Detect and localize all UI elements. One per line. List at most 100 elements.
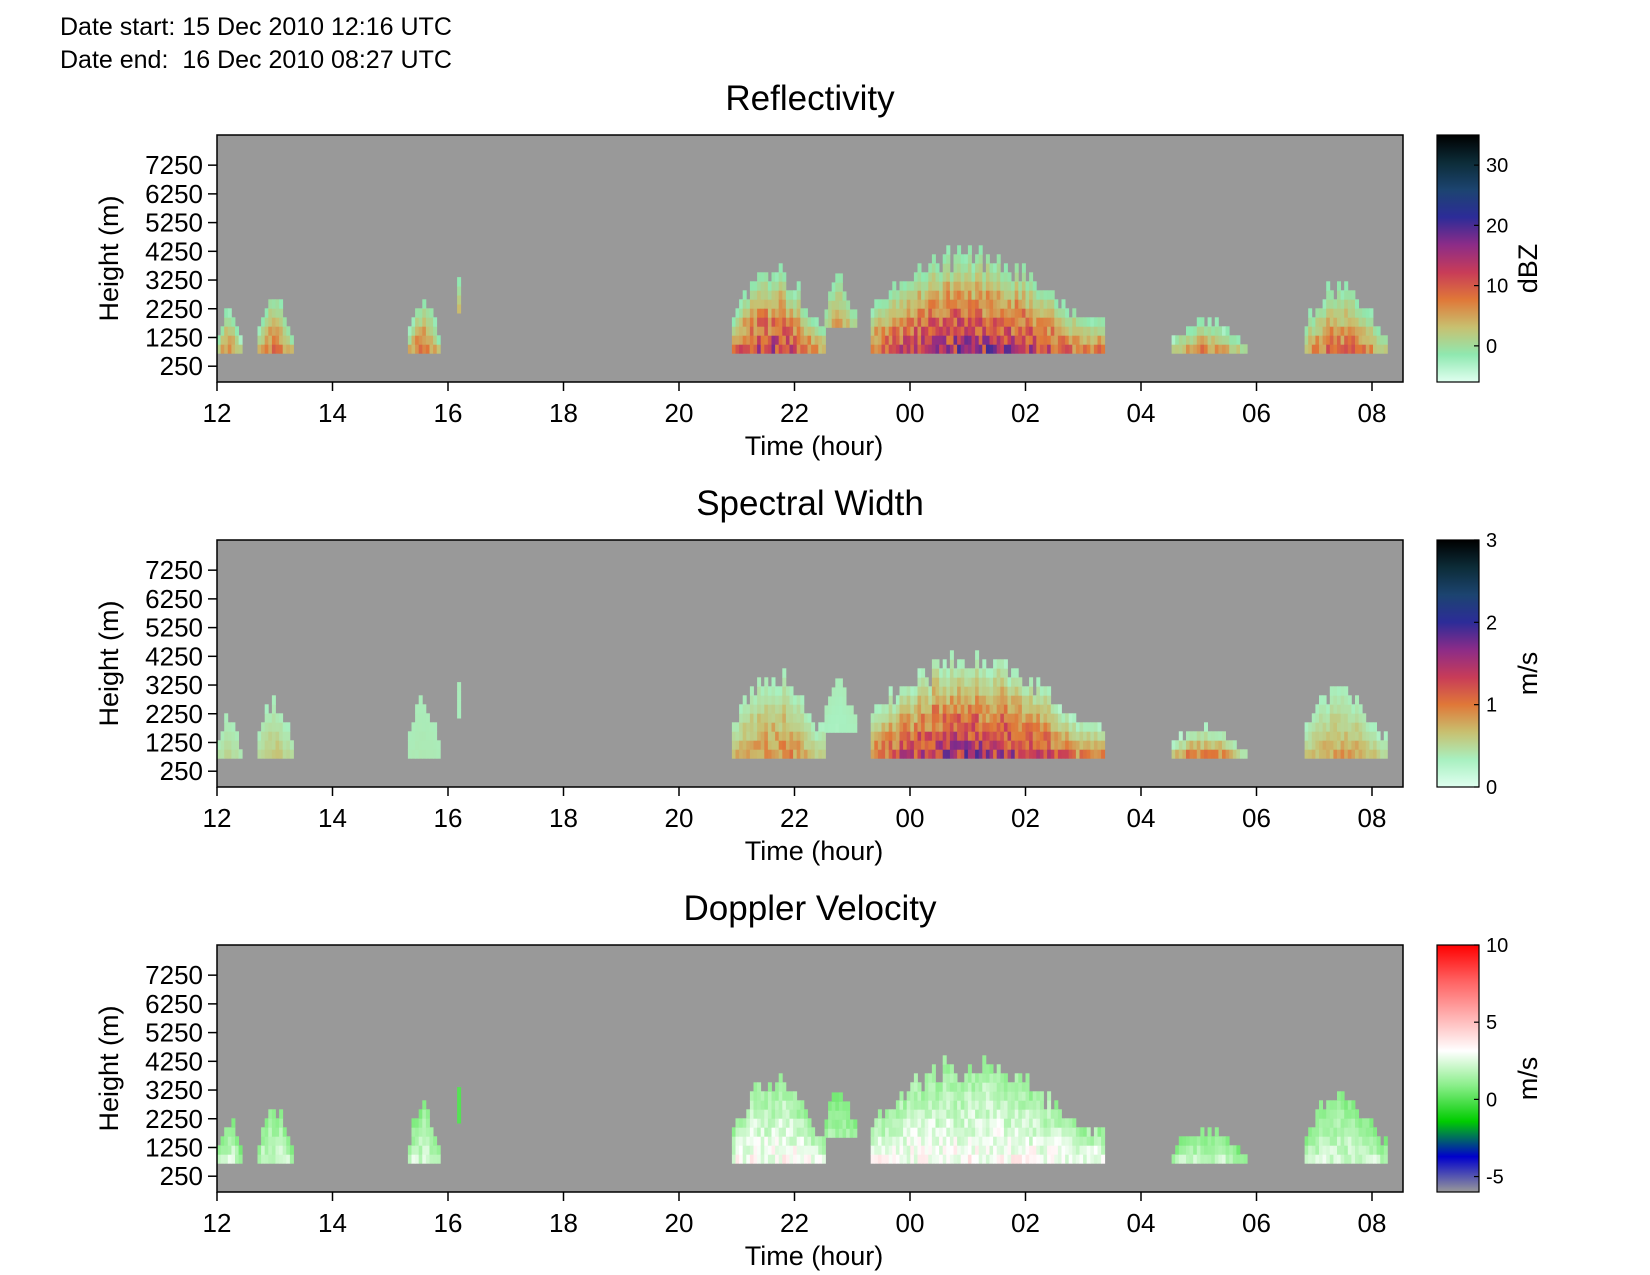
echo-cell [903, 1100, 908, 1110]
echo-cell [753, 731, 758, 741]
echo-cell [275, 308, 280, 318]
echo-cell [760, 686, 765, 696]
echo-cell [1322, 740, 1327, 750]
echo-cell [971, 272, 976, 282]
echo-cell [742, 722, 747, 732]
panel-reflectivity: Reflectivity7250625052504250325022501250… [94, 79, 1543, 461]
echo-cell [1079, 722, 1084, 732]
echo-cell [1072, 1136, 1077, 1146]
echo-cell [870, 1145, 875, 1155]
echo-cell [1344, 1109, 1349, 1119]
echo-cell [1222, 1145, 1226, 1155]
echo-cell [881, 731, 886, 741]
echo-cell [1376, 1154, 1381, 1164]
echo-cell [1039, 713, 1044, 723]
echo-cell [831, 723, 836, 733]
echo-cell [785, 722, 790, 732]
echo-cell [831, 1092, 836, 1102]
echo-cell [881, 335, 886, 345]
echo-cell [921, 272, 926, 282]
echo-cell [1182, 1154, 1187, 1164]
echo-cell [1025, 290, 1030, 300]
echo-cell [1068, 749, 1073, 759]
echo-cell [425, 1136, 430, 1146]
echo-cell [895, 713, 900, 723]
echo-cell [1189, 1154, 1194, 1164]
echo-cell [831, 1128, 836, 1138]
echo-cell [1304, 344, 1309, 354]
echo-cell [978, 299, 983, 309]
echo-cell [946, 335, 951, 345]
echo-cell [785, 308, 790, 318]
echo-cell [1340, 740, 1345, 750]
echo-cell [739, 1136, 744, 1146]
echo-cell [749, 308, 754, 318]
echo-cell [1093, 1145, 1098, 1155]
echo-cell [935, 1082, 940, 1092]
echo-cell [1047, 335, 1052, 345]
echo-cell [782, 668, 787, 678]
echo-cell [935, 290, 940, 300]
echo-cell [1025, 344, 1030, 354]
echo-cell [1308, 317, 1313, 327]
echo-cell [946, 740, 951, 750]
echo-cell [803, 308, 808, 318]
echo-cell [418, 1145, 423, 1155]
echo-cell [913, 704, 918, 714]
echo-cell [767, 1109, 772, 1119]
echo-cell [967, 1073, 972, 1083]
echo-cell [1000, 713, 1005, 723]
echo-cell [1032, 713, 1037, 723]
echo-cell [888, 335, 893, 345]
echo-cell [1014, 272, 1019, 282]
echo-cell [1229, 749, 1234, 759]
echo-cell [771, 1127, 776, 1137]
echo-cell [1204, 731, 1208, 741]
echo-cell [985, 1091, 990, 1101]
echo-cell [1337, 1100, 1341, 1110]
echo-cell [735, 1118, 740, 1128]
echo-cell [949, 1064, 954, 1074]
echo-cell [895, 1154, 900, 1164]
echo-cell [903, 686, 908, 696]
echo-cell [985, 1100, 990, 1110]
echo-cell [1319, 695, 1323, 705]
echo-cell [1036, 1091, 1041, 1101]
echo-cell [411, 749, 416, 759]
echo-cell [993, 668, 998, 678]
echo-cell [1029, 1091, 1034, 1101]
echo-cell [1326, 1145, 1331, 1155]
echo-cell [1189, 344, 1194, 354]
echo-cell [1007, 740, 1012, 750]
echo-cell [842, 1101, 847, 1111]
echo-cell [1355, 704, 1359, 714]
echo-cell [982, 272, 987, 282]
echo-cell [814, 317, 819, 327]
echo-cell [1308, 1127, 1313, 1137]
echo-cell [789, 731, 794, 741]
echo-cell [1068, 317, 1073, 327]
echo-cell [764, 1127, 769, 1137]
echo-cell [942, 704, 947, 714]
echo-cell [888, 326, 893, 336]
echo-cell [1029, 317, 1034, 327]
echo-cell [978, 1082, 983, 1092]
echo-cell [939, 686, 944, 696]
echo-cell [828, 705, 833, 715]
echo-cell [411, 740, 416, 750]
echo-cell [1214, 317, 1219, 327]
echo-cell [835, 282, 840, 292]
echo-cell [985, 281, 990, 291]
echo-cell [924, 695, 929, 705]
echo-cell [993, 1082, 998, 1092]
echo-cell [1039, 1127, 1044, 1137]
echo-cell [957, 272, 962, 282]
echo-cell [913, 731, 918, 741]
echo-cell [1043, 317, 1048, 327]
echo-cell [749, 335, 754, 345]
echo-cell [457, 1114, 462, 1124]
echo-cell [1072, 1118, 1077, 1128]
echo-cell [870, 1154, 875, 1164]
echo-cell [885, 317, 890, 327]
echo-cell [1362, 308, 1367, 318]
